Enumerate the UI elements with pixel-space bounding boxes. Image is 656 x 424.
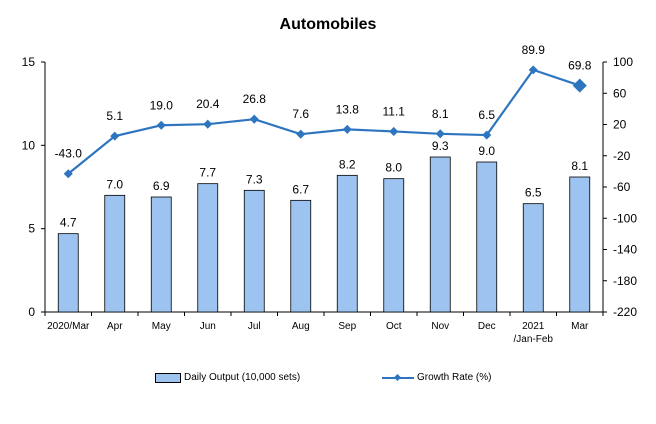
right-axis-tick-label: 20 xyxy=(613,118,627,132)
legend-line: Growth Rate (%) xyxy=(382,372,491,383)
bar xyxy=(429,156,451,313)
legend-bar-swatch xyxy=(155,372,181,383)
bar xyxy=(197,183,219,313)
bar-data-label: 9.0 xyxy=(478,144,495,158)
growth-point xyxy=(249,114,259,124)
bar-data-label: 8.0 xyxy=(385,161,402,175)
line-data-label: 6.5 xyxy=(478,108,495,122)
growth-point xyxy=(389,126,399,136)
right-axis-tick-label: -60 xyxy=(613,180,631,194)
left-axis-tick-label: 10 xyxy=(22,138,36,152)
bar xyxy=(243,189,265,313)
right-axis-tick-label: 100 xyxy=(613,55,633,69)
bar-data-label: 6.7 xyxy=(292,182,309,196)
line-data-label: 26.8 xyxy=(243,92,267,106)
growth-point xyxy=(296,129,306,139)
x-axis-category-label: Aug xyxy=(292,321,310,332)
x-axis-category-label: Mar xyxy=(571,321,589,332)
bar xyxy=(290,199,312,313)
chart-title: Automobiles xyxy=(279,16,377,33)
legend-bar-label: Daily Output (10,000 sets) xyxy=(184,372,301,383)
x-axis-category-label: Apr xyxy=(107,321,123,332)
bar-data-label: 8.1 xyxy=(571,159,588,173)
x-axis-category-label: Sep xyxy=(338,321,356,332)
right-axis-tick-label: 60 xyxy=(613,86,627,100)
x-axis-category-label: Jul xyxy=(248,321,261,332)
growth-point xyxy=(63,169,73,179)
bar-data-label: 7.7 xyxy=(199,166,216,180)
bar-data-label: 7.3 xyxy=(246,172,263,186)
growth-line xyxy=(67,68,581,175)
line-data-label: -43.0 xyxy=(55,147,83,161)
left-axis-tick-label: 5 xyxy=(28,222,35,236)
x-axis-category-label: Oct xyxy=(386,321,402,332)
x-axis-category-label: /Jan-Feb xyxy=(514,334,554,345)
right-axis-tick-label: -180 xyxy=(613,274,637,288)
line-data-label: 8.1 xyxy=(432,107,449,121)
bar xyxy=(383,178,405,313)
growth-point xyxy=(110,131,120,141)
legend-line-label: Growth Rate (%) xyxy=(417,372,492,383)
x-axis-category-label: May xyxy=(152,321,171,332)
legend-bar: Daily Output (10,000 sets) xyxy=(155,372,300,383)
left-axis-tick-label: 15 xyxy=(22,55,36,69)
growth-point xyxy=(156,120,166,130)
x-axis-category-label: 2021 xyxy=(522,321,545,332)
line-data-label: 20.4 xyxy=(196,97,220,111)
x-axis-category-label: Jun xyxy=(200,321,216,332)
bar xyxy=(336,174,358,313)
x-axis-category-label: Nov xyxy=(431,321,449,332)
line-data-label: 11.1 xyxy=(383,104,406,118)
bar-data-label: 7.0 xyxy=(106,177,123,191)
bar xyxy=(476,161,498,313)
right-axis-tick-label: -220 xyxy=(613,305,637,319)
bar xyxy=(104,194,126,313)
bar-data-label: 4.7 xyxy=(60,216,77,230)
bar-data-label: 8.2 xyxy=(339,157,356,171)
growth-point xyxy=(435,129,445,139)
growth-point xyxy=(203,119,213,129)
growth-point xyxy=(572,78,587,93)
line-data-label: 89.9 xyxy=(522,43,546,57)
x-axis-category-label: 2020/Mar xyxy=(47,321,90,332)
bar xyxy=(569,176,591,313)
right-axis-tick-label: -140 xyxy=(613,243,637,257)
bar xyxy=(57,233,79,313)
line-data-label: 69.8 xyxy=(568,59,592,73)
line-data-label: 7.6 xyxy=(292,107,309,121)
bar-data-label: 6.5 xyxy=(525,186,542,200)
growth-point xyxy=(342,124,352,134)
x-axis-category-label: Dec xyxy=(478,321,496,332)
right-axis-tick-label: -100 xyxy=(613,211,637,225)
bar xyxy=(522,203,544,313)
bar-data-label: 9.3 xyxy=(432,139,449,153)
right-axis-tick-label: -20 xyxy=(613,149,631,163)
line-data-label: 13.8 xyxy=(336,102,360,116)
line-data-label: 19.0 xyxy=(150,98,174,112)
bar-data-label: 6.9 xyxy=(153,179,170,193)
bar xyxy=(150,196,172,313)
legend-line-swatch xyxy=(382,373,414,382)
line-data-label: 5.1 xyxy=(106,109,123,123)
left-axis-tick-label: 0 xyxy=(28,305,35,319)
